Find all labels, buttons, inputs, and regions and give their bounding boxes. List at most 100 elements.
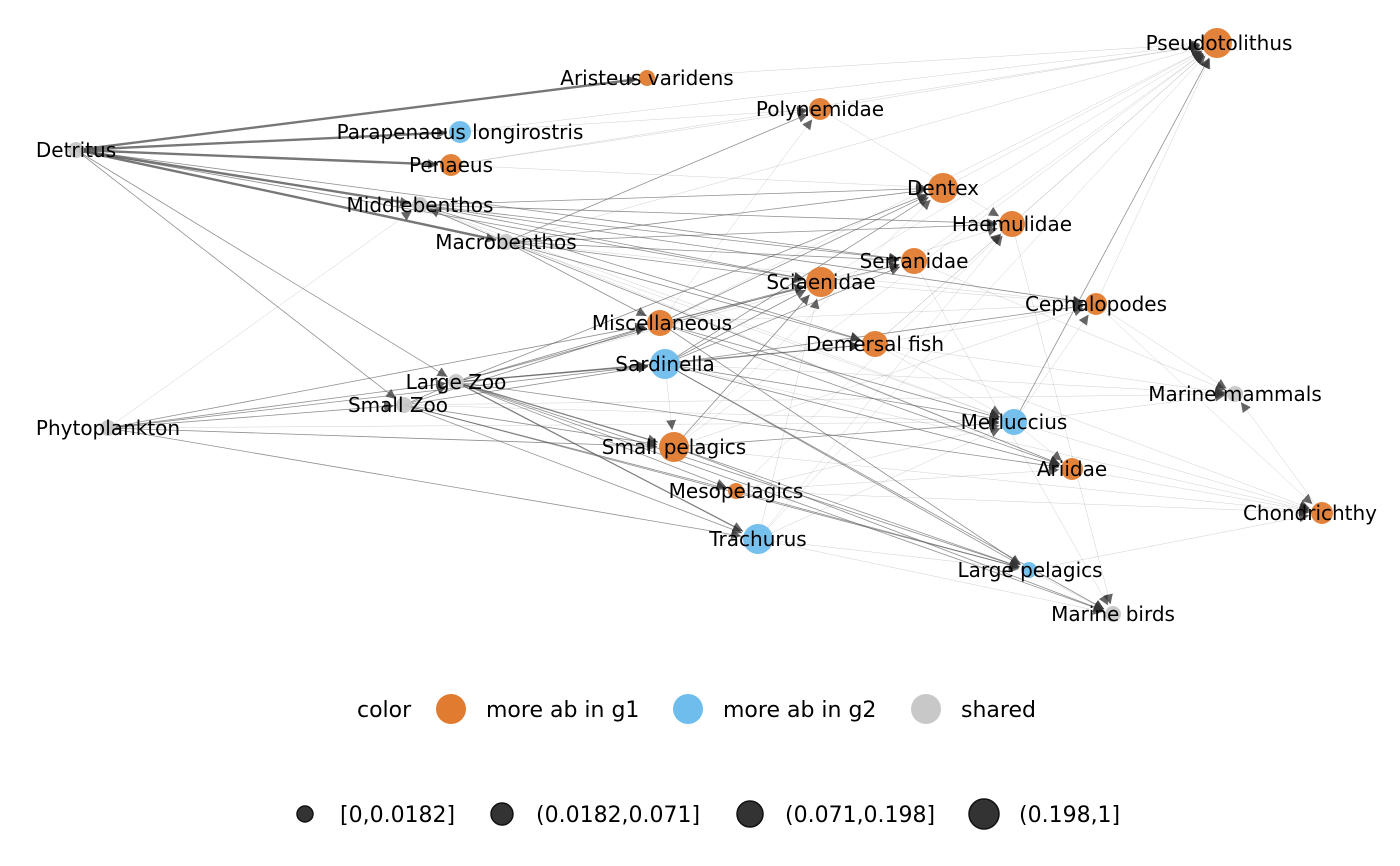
edge-small-pelagics-to-pseudotolithus: [673, 52, 1204, 448]
edge-small-zoo-to-merluccius: [403, 404, 1000, 427]
node-macrobenthos[interactable]: [498, 234, 514, 250]
edge-middlebenthos-to-ariidae: [419, 204, 1061, 466]
edge-small-zoo-to-miscellaneous: [403, 325, 646, 406]
node-sardinella[interactable]: [650, 349, 680, 379]
edge-serranidae-to-marine-mammals: [913, 260, 1226, 391]
edge-macrobenthos-to-miscellaneous: [505, 241, 647, 317]
node-label-chondrichthy: Chondrichthy: [1243, 501, 1377, 525]
legend-label-g2: more ab in g2: [723, 698, 876, 723]
edge-phytoplankton-to-trachurus: [107, 427, 742, 540]
node-label-marine-mammals: Marine mammals: [1148, 382, 1322, 406]
edge-middlebenthos-to-dentex: [419, 183, 927, 206]
edge-aristeus-varidens-to-pseudotolithus: [646, 39, 1201, 79]
edge-large-pelagics-to-chondrichthy: [1028, 512, 1310, 571]
node-detritus[interactable]: [68, 142, 84, 158]
node-label-middlebenthos: Middlebenthos: [347, 193, 494, 217]
edge-trachurus-to-sciaenidae: [757, 298, 820, 540]
node-label-polynemidae: Polynemidae: [756, 97, 884, 121]
edge-polynemidae-to-pseudotolithus: [819, 42, 1201, 110]
edge-detritus-to-parapenaeus-longirostris: [75, 128, 448, 152]
edge-macrobenthos-to-dentex: [505, 186, 927, 243]
node-large-pelagics[interactable]: [1021, 562, 1037, 578]
edge-sardinella-to-dentex: [664, 196, 929, 365]
legend-swatch-g2: [673, 694, 703, 724]
edge-large-zoo-to-mesopelagics: [455, 381, 727, 489]
node-merluccius[interactable]: [1001, 409, 1027, 435]
node-label-sardinella: Sardinella: [615, 352, 714, 376]
legend-label-g1: more ab in g1: [486, 698, 639, 723]
node-pseudotolithus[interactable]: [1202, 28, 1232, 58]
edge-phytoplankton-to-small-pelagics: [107, 427, 658, 452]
edge-sardinella-to-marine-mammals: [664, 363, 1226, 398]
edge-merluccius-to-marine-mammals: [1013, 391, 1226, 423]
node-marine-mammals[interactable]: [1227, 386, 1243, 402]
edge-penaeus-to-dentex: [450, 164, 927, 192]
node-polynemidae[interactable]: [809, 98, 831, 120]
edge-demersal-fish-to-chondrichthy: [874, 343, 1310, 510]
edge-large-zoo-to-miscellaneous: [455, 325, 646, 383]
edge-phytoplankton-to-middlebenthos: [107, 210, 412, 429]
edge-middlebenthos-to-haemulidae: [419, 204, 998, 229]
edge-small-zoo-to-large-pelagics: [403, 404, 1020, 570]
edge-mesopelagics-to-ariidae: [735, 465, 1060, 492]
node-label-small-zoo: Small Zoo: [348, 393, 448, 417]
edge-demersal-fish-to-pseudotolithus: [874, 54, 1205, 345]
node-label-trachurus: Trachurus: [708, 527, 806, 551]
node-mesopelagics[interactable]: [728, 483, 744, 499]
node-aristeus-varidens[interactable]: [639, 70, 655, 86]
edge-macrobenthos-to-cephalopodes: [505, 241, 1084, 307]
node-large-zoo[interactable]: [448, 374, 464, 390]
node-small-zoo[interactable]: [396, 397, 412, 413]
edge-middlebenthos-to-sciaenidae: [419, 204, 805, 282]
node-small-pelagics[interactable]: [659, 432, 689, 462]
edge-dentex-to-pseudotolithus: [942, 50, 1203, 189]
node-penaeus[interactable]: [440, 154, 462, 176]
edge-trachurus-to-pseudotolithus: [757, 55, 1206, 540]
edge-mesopelagics-to-large-pelagics: [735, 490, 1020, 570]
edge-detritus-to-large-zoo: [75, 149, 448, 378]
node-label-haemulidae: Haemulidae: [952, 212, 1072, 236]
node-haemulidae[interactable]: [999, 211, 1025, 237]
node-label-demersal-fish: Demersal fish: [806, 332, 944, 356]
node-trachurus[interactable]: [743, 524, 773, 554]
node-sciaenidae[interactable]: [806, 267, 836, 297]
node-parapenaeus-longirostris[interactable]: [449, 121, 471, 143]
legend-swatch-shared: [911, 694, 941, 724]
node-serranidae[interactable]: [901, 248, 927, 274]
edge-small-pelagics-to-sciaenidae: [673, 294, 810, 448]
edge-penaeus-to-polynemidae: [450, 107, 808, 166]
edge-phytoplankton-to-merluccius: [107, 417, 1000, 429]
label-layer: Pseudotolithus Aristeus varidens Polynemid…: [36, 31, 1377, 626]
node-miscellaneous[interactable]: [647, 310, 673, 336]
node-label-small-pelagics: Small pelagics: [602, 435, 746, 459]
node-label-parapenaeus-longirostris: Parapenaeus longirostris: [337, 120, 584, 144]
edge-haemulidae-to-pseudotolithus: [1011, 54, 1205, 225]
edge-demersal-fish-to-marine-mammals: [874, 343, 1226, 397]
edge-macrobenthos-to-pseudotolithus: [505, 45, 1201, 243]
node-demersal-fish[interactable]: [862, 331, 888, 357]
size-label-2: (0.0182,0.071]: [536, 803, 700, 828]
node-label-aristeus-varidens: Aristeus varidens: [560, 66, 733, 90]
edge-phytoplankton-to-sardinella: [107, 362, 649, 429]
node-ariidae[interactable]: [1061, 458, 1083, 480]
edge-macrobenthos-to-demersal-fish: [505, 241, 861, 343]
edge-small-zoo-to-trachurus: [403, 404, 743, 535]
edge-miscellaneous-to-cephalopodes: [659, 300, 1084, 324]
edge-miscellaneous-to-polynemidae: [659, 119, 813, 324]
edge-trachurus-to-merluccius: [757, 427, 1001, 540]
edge-parapenaeus-longirostris-to-pseudotolithus: [459, 41, 1201, 133]
edge-phytoplankton-to-miscellaneous: [107, 322, 646, 429]
edge-large-zoo-to-ariidae: [455, 381, 1060, 471]
edge-small-zoo-to-sardinella: [403, 363, 649, 406]
node-phytoplankton[interactable]: [100, 420, 116, 436]
edge-haemulidae-to-marine-birds: [1011, 223, 1113, 605]
edge-demersal-fish-to-cephalopodes: [874, 303, 1084, 345]
node-label-phytoplankton: Phytoplankton: [36, 416, 180, 440]
node-label-mesopelagics: Mesopelagics: [669, 479, 804, 503]
node-middlebenthos[interactable]: [412, 197, 428, 213]
node-marine-birds[interactable]: [1105, 606, 1121, 622]
node-chondrichthy[interactable]: [1311, 502, 1333, 524]
node-cephalopodes[interactable]: [1085, 293, 1107, 315]
size-swatch-2: [490, 802, 514, 826]
node-dentex[interactable]: [928, 173, 958, 203]
